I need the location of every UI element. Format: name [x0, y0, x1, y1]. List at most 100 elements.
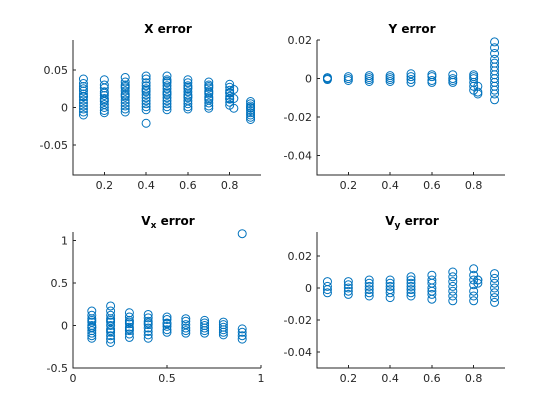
data-point	[87, 322, 97, 332]
data-point	[490, 288, 500, 298]
data-point	[78, 101, 88, 111]
data-point	[141, 96, 151, 106]
data-point	[322, 75, 332, 85]
data-point	[469, 72, 479, 82]
data-point	[141, 74, 151, 84]
data-point	[237, 331, 247, 341]
data-point	[406, 275, 416, 285]
data-point	[181, 316, 191, 326]
x-tick-label: 0.2	[340, 372, 358, 385]
data-point	[87, 310, 97, 320]
data-point	[124, 317, 134, 327]
data-point	[406, 272, 416, 282]
plot-axes	[316, 232, 505, 369]
data-point	[99, 108, 109, 118]
data-point	[181, 323, 191, 333]
data-point	[448, 272, 458, 282]
x-tick-label: 0.6	[423, 179, 441, 192]
x-tick-label: 0.4	[381, 372, 399, 385]
subplot-vx-error: Vx error 0 0.5 110.50-0.5	[47, 214, 265, 385]
data-point	[183, 104, 193, 114]
x-tick-label: 0	[70, 372, 77, 385]
y-tick-label: -0.5	[47, 362, 68, 375]
data-point	[78, 107, 88, 117]
y-tick-label: 0	[61, 320, 68, 333]
data-point	[143, 333, 153, 343]
y-tick-label: 0.05	[44, 64, 69, 77]
y-tick-label: -0.02	[284, 314, 312, 327]
data-point	[385, 281, 395, 291]
data-point	[204, 94, 214, 103]
data-point	[427, 72, 437, 82]
data-point	[448, 291, 458, 301]
data-point	[490, 37, 500, 47]
data-point	[246, 115, 256, 124]
data-point	[237, 324, 247, 334]
data-point	[448, 267, 458, 277]
data-point	[99, 91, 109, 100]
tick-marks	[317, 39, 475, 175]
data-point	[343, 277, 353, 287]
data-point	[162, 93, 172, 103]
data-point	[120, 86, 130, 96]
data-point	[343, 286, 353, 296]
data-point	[364, 288, 374, 298]
data-point	[183, 87, 193, 97]
data-point	[385, 275, 395, 285]
data-point	[183, 102, 193, 112]
data-point	[78, 110, 88, 120]
data-point	[141, 105, 151, 115]
data-point	[200, 328, 210, 338]
data-point	[141, 71, 151, 81]
x-tick-label: 0.5	[158, 372, 176, 385]
data-point	[87, 328, 97, 338]
data-point	[162, 325, 172, 335]
data-point	[490, 85, 500, 95]
data-point	[183, 82, 193, 92]
data-point	[162, 102, 172, 112]
data-point	[406, 278, 416, 288]
data-point	[99, 106, 109, 115]
data-point	[406, 75, 416, 85]
data-point	[106, 301, 116, 311]
data-point	[246, 112, 256, 122]
data-point	[448, 296, 458, 306]
data-point	[162, 71, 172, 81]
data-point	[141, 85, 151, 95]
x-tick-label: 0.6	[179, 179, 197, 192]
data-point	[143, 323, 153, 333]
data-point	[183, 91, 193, 101]
data-point	[120, 82, 130, 91]
data-point	[364, 281, 374, 291]
data-point	[427, 283, 437, 293]
y-tick-label: 0	[61, 102, 68, 115]
data-point	[490, 269, 500, 279]
data-point	[229, 94, 239, 103]
data-point	[124, 329, 134, 339]
subplot-vy-error: Vy error 0.2 0.4 0.6 0.8 0.02 0 -0.02 -0.04	[284, 214, 505, 385]
data-point	[469, 81, 479, 91]
data-point	[385, 293, 395, 303]
data-point	[246, 103, 256, 112]
y-tick-label: -0.04	[284, 150, 312, 163]
data-point	[120, 101, 130, 111]
data-point	[181, 328, 191, 338]
data-point	[490, 43, 500, 53]
data-point	[204, 77, 214, 87]
data-point	[124, 312, 134, 322]
data-point	[406, 77, 416, 87]
data-point	[162, 321, 172, 331]
y-tick-label: 0.5	[51, 277, 69, 290]
data-point	[343, 76, 353, 85]
data-point	[181, 314, 191, 324]
data-point	[204, 98, 214, 108]
data-point	[406, 285, 416, 295]
data-point	[469, 291, 479, 301]
data-point	[364, 278, 374, 288]
data-point	[106, 315, 116, 325]
data-point	[406, 69, 416, 79]
data-point	[490, 297, 500, 307]
data-point	[246, 97, 256, 106]
data-point	[78, 91, 88, 101]
